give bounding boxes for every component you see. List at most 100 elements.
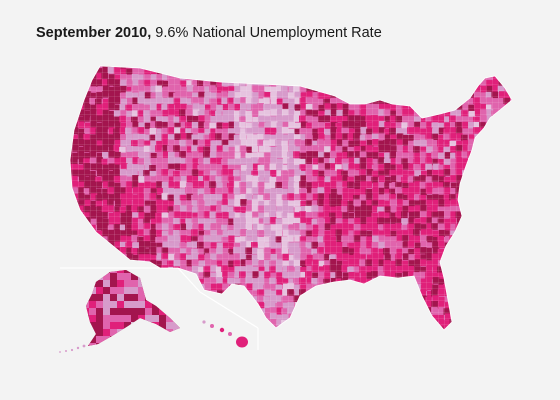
- county-cell: [72, 325, 79, 330]
- county-cell: [456, 307, 464, 314]
- county-cell: [474, 278, 482, 285]
- county-cell: [137, 325, 145, 330]
- county-cell: [366, 289, 374, 296]
- county-cell: [497, 68, 505, 76]
- borough-cell: [131, 308, 139, 316]
- county-cell: [480, 308, 488, 316]
- county-cell: [342, 314, 350, 322]
- hawaii: [202, 320, 248, 348]
- county-cell: [462, 193, 469, 201]
- county-cell: [492, 308, 500, 316]
- county-cell: [155, 278, 162, 285]
- county-cell: [293, 79, 300, 87]
- county-cell: [389, 301, 397, 309]
- county-cell: [264, 326, 272, 330]
- county-cell: [390, 92, 398, 100]
- county-cell: [354, 67, 362, 74]
- county-cell: [101, 241, 108, 249]
- county-cell: [149, 332, 156, 339]
- county-cell: [209, 73, 216, 81]
- county-cell: [461, 230, 469, 238]
- county-cell: [497, 266, 504, 274]
- borough-cell: [180, 343, 187, 350]
- county-cell: [403, 332, 410, 339]
- county-cell: [473, 272, 481, 280]
- county-cell: [186, 326, 193, 330]
- county-cell: [516, 116, 523, 123]
- county-cell: [474, 331, 481, 338]
- county-cell: [474, 212, 481, 219]
- borough-cell: [145, 336, 153, 344]
- county-cell: [473, 319, 481, 326]
- county-cell: [287, 66, 295, 70]
- borough-cell: [152, 315, 160, 323]
- county-cell: [474, 248, 482, 255]
- county-cell: [95, 242, 103, 249]
- borough-cell: [152, 301, 160, 309]
- county-cell: [498, 236, 506, 244]
- borough-cell: [110, 308, 118, 316]
- county-cell: [420, 313, 428, 321]
- county-cell: [414, 333, 421, 340]
- county-cell: [467, 218, 475, 226]
- county-cell: [414, 308, 421, 316]
- county-cell: [361, 332, 368, 339]
- borough-cell: [103, 287, 111, 295]
- county-cell: [192, 314, 200, 322]
- county-cell: [455, 319, 463, 326]
- county-cell: [468, 307, 475, 314]
- borough-cell: [110, 273, 118, 281]
- county-cell: [383, 91, 391, 98]
- borough-cell: [89, 322, 97, 330]
- county-cell: [479, 295, 486, 302]
- borough-cell: [166, 294, 174, 302]
- county-cell: [359, 79, 367, 87]
- county-cell: [70, 284, 73, 291]
- county-cell: [294, 307, 301, 315]
- county-cell: [432, 66, 439, 69]
- county-cell: [509, 134, 512, 142]
- county-cell: [497, 157, 504, 164]
- county-cell: [468, 313, 475, 321]
- county-cell: [384, 326, 392, 330]
- county-cell: [516, 187, 523, 194]
- county-cell: [498, 133, 506, 141]
- county-cell: [497, 223, 504, 230]
- county-cell: [203, 332, 210, 339]
- contiguous-us-outline: [69, 65, 513, 331]
- county-cell: [503, 295, 510, 302]
- county-cell: [515, 111, 522, 118]
- borough-cell: [138, 280, 146, 288]
- county-cell: [89, 67, 96, 74]
- county-cell: [449, 301, 457, 309]
- county-cell: [467, 175, 474, 182]
- county-cell: [479, 163, 487, 170]
- county-cell: [179, 277, 187, 285]
- county-cell: [174, 66, 181, 68]
- county-cell: [336, 91, 344, 99]
- county-cell: [516, 104, 523, 111]
- county-cell: [444, 92, 451, 100]
- borough-cell: [110, 336, 118, 344]
- county-cell: [449, 254, 457, 262]
- county-cell: [70, 188, 73, 196]
- county-cell: [72, 253, 80, 260]
- county-cell: [377, 91, 385, 99]
- county-cell: [503, 200, 511, 207]
- county-cell: [474, 66, 482, 68]
- county-cell: [461, 79, 468, 86]
- county-cell: [342, 332, 349, 339]
- county-cell: [509, 182, 512, 189]
- county-cell: [185, 313, 192, 320]
- borough-cell: [96, 336, 104, 344]
- county-cell: [456, 67, 463, 74]
- county-cell: [509, 217, 512, 224]
- county-cell: [300, 314, 308, 321]
- county-cell: [468, 199, 476, 206]
- county-cell: [479, 235, 486, 243]
- county-cell: [408, 98, 416, 105]
- county-cell: [443, 67, 450, 74]
- county-cell: [504, 332, 511, 339]
- county-cell: [378, 332, 385, 339]
- county-cell: [288, 68, 296, 76]
